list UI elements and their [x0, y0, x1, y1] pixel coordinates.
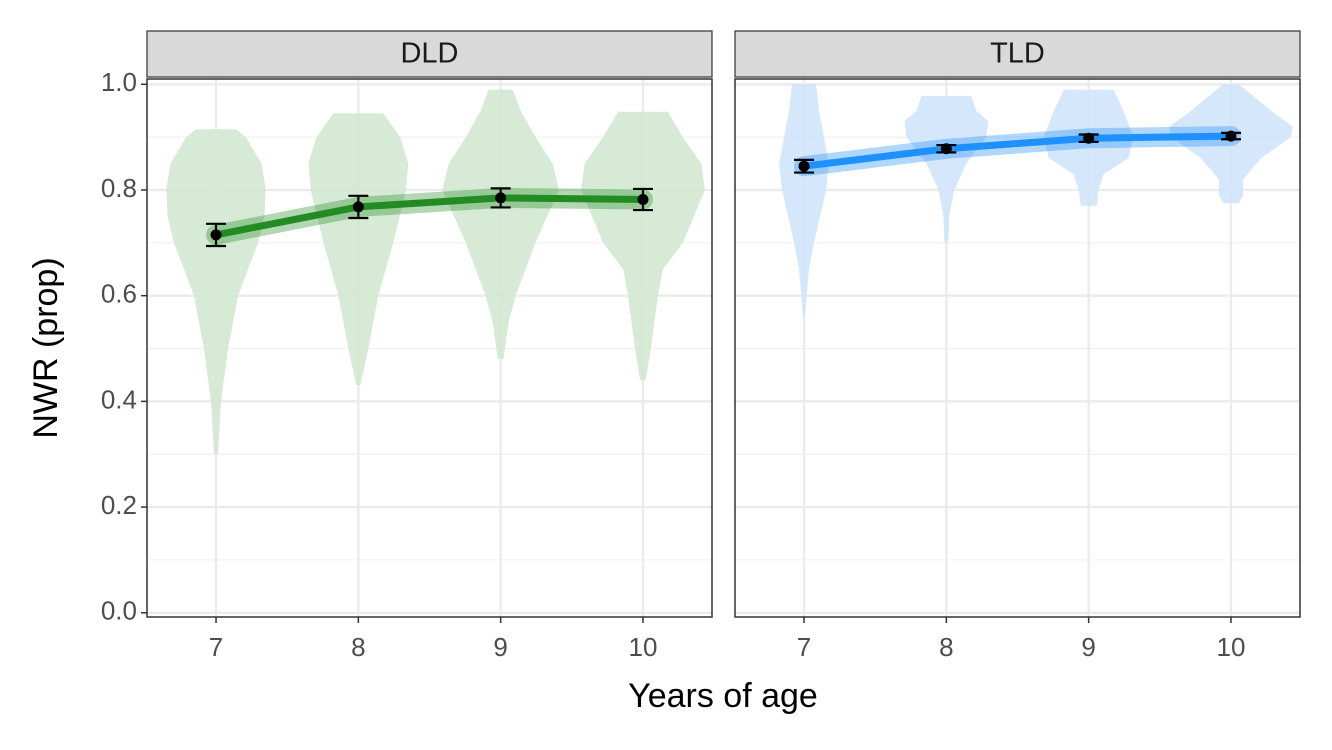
mean-point	[210, 229, 222, 241]
mean-point	[637, 193, 649, 205]
mean-point	[1083, 132, 1095, 144]
y-tick-label: 0.8	[101, 173, 137, 203]
panel-title: DLD	[400, 38, 458, 70]
violin	[308, 113, 409, 386]
x-tick-label: 10	[629, 632, 658, 662]
violin	[442, 89, 559, 360]
x-tick-label: 9	[493, 632, 507, 662]
x-tick-label: 7	[209, 632, 223, 662]
x-axis-title: Years of age	[628, 677, 818, 715]
mean-point	[495, 192, 507, 204]
x-tick-label: 10	[1217, 632, 1246, 662]
panel-border	[146, 78, 713, 618]
x-tick-label: 8	[351, 632, 365, 662]
violin	[166, 129, 266, 455]
strip-background	[734, 30, 1301, 78]
panel-title: TLD	[990, 38, 1045, 70]
y-tick-label: 1.0	[101, 67, 137, 97]
strip-background	[146, 30, 713, 78]
violin	[581, 111, 705, 381]
y-tick-label: 0.4	[101, 384, 137, 414]
mean-point	[1225, 130, 1237, 142]
trend-line	[215, 194, 644, 239]
mean-point	[940, 143, 952, 155]
violin	[779, 84, 829, 317]
x-tick-label: 7	[797, 632, 811, 662]
y-tick-label: 0.6	[101, 279, 137, 309]
mean-point	[798, 160, 810, 172]
y-tick-label: 0.0	[101, 596, 137, 626]
x-tick-label: 9	[1081, 632, 1095, 662]
violin	[904, 95, 989, 243]
x-tick-label: 8	[939, 632, 953, 662]
mean-point	[352, 201, 364, 213]
y-tick-label: 0.2	[101, 490, 137, 520]
y-axis-title: NWR (prop)	[27, 257, 65, 438]
trend-line	[803, 132, 1232, 170]
panel-border	[734, 78, 1301, 618]
violin	[1043, 89, 1134, 206]
violin	[1169, 84, 1293, 204]
